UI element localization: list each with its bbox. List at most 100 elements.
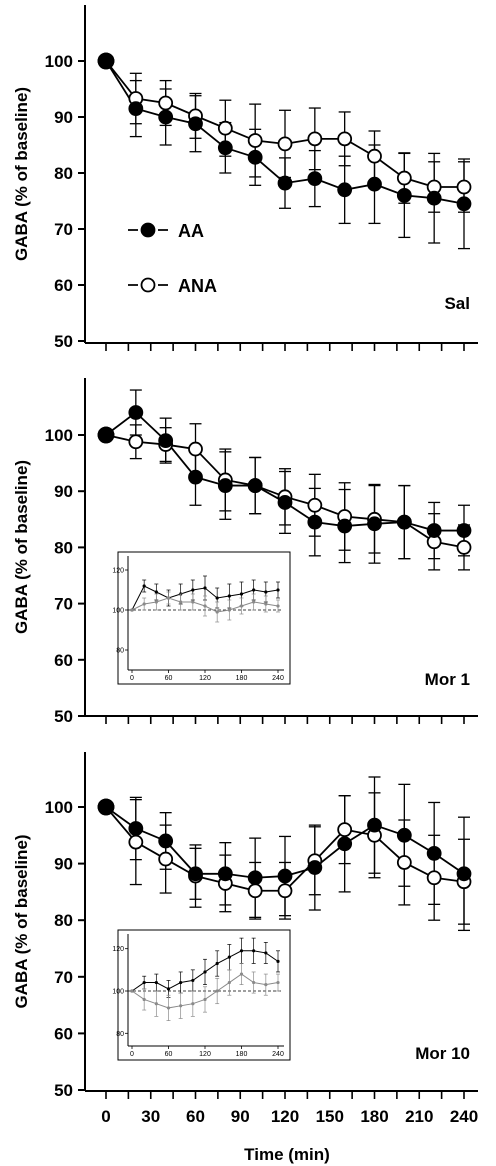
inset: 80 100 120 0 60 120 180 240 [112, 929, 291, 1061]
data-point-ana [396, 855, 412, 870]
data-point-aa [456, 523, 472, 538]
data-point-aa [277, 868, 293, 884]
inset-x-tick-label: 180 [236, 1051, 248, 1058]
inset-data-point-aa [203, 970, 207, 974]
inset-frame [117, 551, 291, 685]
inset-data-point-ana [227, 980, 231, 985]
y-tick-label: 60 [54, 651, 73, 670]
inset-data-point-ana [215, 989, 219, 993]
y-tick-label: 90 [54, 482, 73, 501]
inset-data-point-ana [142, 997, 146, 1002]
data-point-aa [307, 860, 323, 875]
inset-y-tick-label: 80 [116, 648, 124, 655]
inset-data-point-ana [239, 972, 244, 976]
data-point-aa [128, 405, 144, 420]
data-point-ana [337, 131, 353, 147]
y-tick-label: 60 [54, 1024, 73, 1043]
y-tick-label: 80 [54, 538, 73, 557]
inset-data-point-aa [239, 949, 244, 953]
y-tick-label: 70 [54, 220, 73, 239]
data-point-aa [128, 101, 144, 116]
inset-x-tick-label: 120 [199, 675, 211, 682]
y-tick-label: 100 [45, 798, 73, 817]
legend-label-ana: ANA [178, 276, 217, 296]
inset-data-point-ana [203, 997, 207, 1002]
data-point-aa [396, 187, 412, 203]
inset-data-point-ana [276, 980, 280, 985]
data-point-aa [158, 833, 174, 849]
data-point-aa [158, 109, 174, 125]
inset-data-point-aa [276, 959, 280, 963]
inset-x-tick-label: 0 [130, 675, 134, 682]
panel-label: Mor 10 [415, 1044, 470, 1063]
panel-2: 50 60 70 80 90 100 GABA (% of baseline) 0 30 60 90… [12, 752, 478, 1164]
data-point-aa [158, 433, 174, 449]
inset-data-point-aa [252, 588, 256, 592]
inset-x-tick-label: 240 [272, 675, 284, 682]
data-point-ana [128, 834, 144, 850]
data-point-aa [456, 866, 472, 882]
x-tick-label: 180 [360, 1107, 388, 1126]
data-point-aa [456, 196, 472, 212]
y-tick-label: 50 [54, 707, 73, 726]
data-point-aa [217, 478, 233, 493]
legend-marker-aa [140, 222, 156, 238]
data-point-aa [97, 426, 115, 444]
inset-y-tick-label: 80 [116, 1031, 124, 1038]
x-tick-label: 120 [271, 1107, 299, 1126]
inset-data-point-ana [276, 604, 280, 608]
data-point-aa [307, 171, 323, 187]
inset-x-tick-label: 120 [199, 1051, 211, 1058]
x-tick-label: 30 [141, 1107, 160, 1126]
data-point-ana [217, 120, 233, 136]
data-point-aa [217, 140, 233, 156]
y-tick-label: 90 [54, 855, 73, 874]
data-point-ana [247, 133, 263, 148]
y-tick-label: 70 [54, 968, 73, 987]
inset-data-point-ana [264, 602, 268, 606]
x-tick-label: 210 [405, 1107, 433, 1126]
panel-0: 50 60 70 80 90 100 GABA (% of baseline) Sal AA AN… [12, 5, 478, 351]
inset-data-point-ana [252, 600, 256, 604]
data-point-ana [188, 441, 203, 457]
y-tick-label: 50 [54, 332, 73, 351]
data-point-aa [307, 514, 323, 530]
inset-y-tick-label: 120 [112, 946, 124, 953]
data-point-ana [456, 179, 472, 195]
data-point-ana [426, 870, 442, 886]
inset-data-point-aa [227, 955, 231, 959]
data-point-aa [426, 846, 442, 861]
inset-data-point-aa [203, 586, 207, 590]
data-point-aa [367, 817, 382, 833]
data-point-ana [307, 131, 323, 147]
data-point-ana [277, 883, 293, 899]
data-point-ana [367, 148, 382, 164]
inset-data-point-ana [191, 1002, 195, 1006]
inset-data-point-ana [179, 1004, 183, 1008]
inset-data-point-ana [154, 600, 158, 604]
data-point-ana [158, 851, 174, 867]
x-tick-label: 150 [316, 1107, 344, 1126]
legend-label-aa: AA [178, 221, 204, 241]
inset-data-point-ana [130, 989, 134, 993]
data-point-aa [367, 176, 382, 192]
data-point-aa [396, 514, 412, 530]
inset-data-point-aa [191, 978, 195, 983]
legend-marker-ana [140, 277, 156, 293]
y-axis-title: GABA (% of baseline) [12, 460, 31, 634]
data-point-aa [426, 523, 442, 538]
data-point-ana [247, 883, 263, 899]
data-point-aa [128, 821, 144, 836]
data-point-aa [188, 116, 203, 132]
data-point-ana [158, 95, 174, 111]
y-tick-label: 90 [54, 108, 73, 127]
inset: 80 100 120 0 60 120 180 240 [112, 551, 291, 685]
y-axis-title: GABA (% of baseline) [12, 87, 31, 261]
data-point-aa [426, 190, 442, 206]
inset-y-tick-label: 100 [112, 608, 124, 615]
inset-data-point-aa [215, 596, 219, 600]
x-tick-label: 90 [231, 1107, 250, 1126]
y-tick-label: 60 [54, 276, 73, 295]
y-tick-label: 100 [45, 426, 73, 445]
